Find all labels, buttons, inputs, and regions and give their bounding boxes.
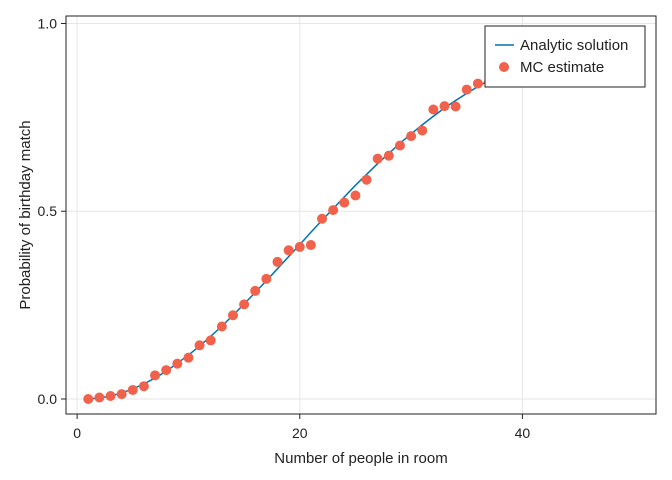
- mc-estimate-point: [439, 101, 450, 112]
- x-tick-label: 40: [515, 425, 531, 441]
- mc-estimate-point: [261, 273, 272, 284]
- mc-estimate-point: [461, 84, 472, 95]
- mc-estimate-point: [372, 153, 383, 164]
- mc-estimate-point: [239, 299, 250, 310]
- mc-estimate-point: [116, 389, 127, 400]
- mc-estimate-point: [94, 392, 105, 403]
- mc-estimate-point: [305, 240, 316, 251]
- mc-estimate-point: [150, 370, 161, 381]
- ticks: 0 20 40 0.0 0.5 1.0: [38, 16, 531, 441]
- plot-series: [83, 73, 501, 404]
- legend: Analytic solution MC estimate: [484, 25, 646, 88]
- mc-estimate-point: [317, 213, 328, 224]
- mc-estimate-point: [450, 101, 461, 112]
- mc-estimate-point: [339, 197, 350, 208]
- mc-estimate-point: [105, 390, 116, 401]
- mc-estimate-point: [383, 150, 394, 161]
- legend-label-mc: MC estimate: [520, 59, 604, 76]
- legend-label-analytic: Analytic solution: [520, 37, 628, 54]
- mc-estimate-point: [138, 381, 149, 392]
- mc-estimate-point: [283, 245, 294, 256]
- mc-estimate-point: [227, 310, 238, 321]
- y-tick-label: 0.0: [38, 391, 58, 407]
- x-axis-label: Number of people in room: [274, 450, 447, 467]
- mc-estimate-point: [216, 321, 227, 332]
- mc-estimate-point: [194, 340, 205, 351]
- legend-box: [484, 25, 646, 88]
- mc-estimate-point: [250, 285, 261, 296]
- legend-dot-swatch: [499, 62, 509, 72]
- mc-estimate-point: [294, 241, 305, 252]
- mc-estimate-point: [83, 393, 94, 404]
- mc-estimate-point: [172, 358, 183, 369]
- y-tick-label: 1.0: [38, 16, 58, 32]
- mc-estimate-point: [350, 190, 361, 201]
- mc-estimate-point: [205, 335, 216, 346]
- mc-estimate-point: [127, 384, 138, 395]
- mc-estimate-point: [272, 256, 283, 267]
- mc-estimate-point: [406, 131, 417, 142]
- mc-estimate-point: [161, 365, 172, 376]
- x-tick-label: 0: [73, 425, 81, 441]
- mc-estimate-point: [472, 78, 483, 89]
- mc-estimate-point: [428, 104, 439, 115]
- y-tick-label: 0.5: [38, 203, 58, 219]
- x-tick-label: 20: [292, 425, 308, 441]
- y-axis-label: Probability of birthday match: [17, 120, 34, 309]
- mc-estimate-point: [361, 174, 372, 185]
- plot-frame: [65, 15, 657, 415]
- mc-estimate-point: [394, 140, 405, 151]
- mc-estimate-point: [328, 205, 339, 216]
- mc-estimate-point: [183, 352, 194, 363]
- mc-estimate-point: [417, 125, 428, 136]
